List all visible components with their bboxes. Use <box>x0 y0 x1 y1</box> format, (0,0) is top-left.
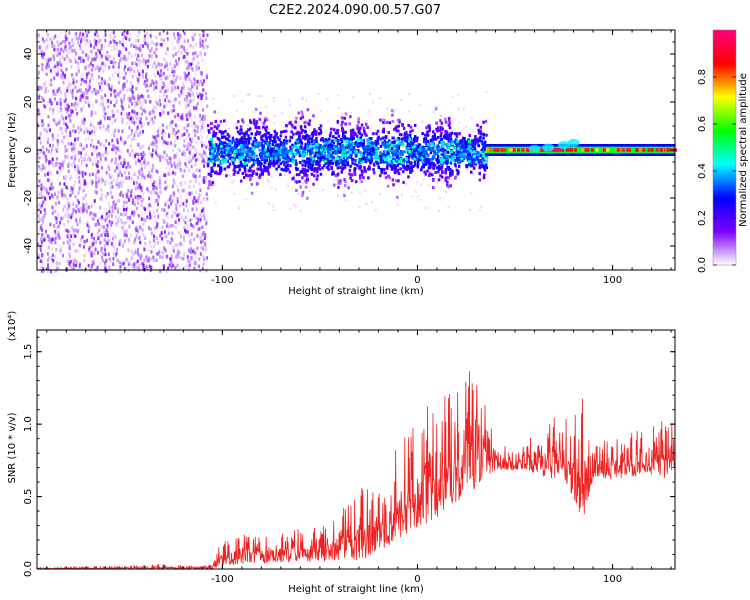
spectrogram-x-tick-label: -100 <box>211 275 234 286</box>
spectrogram-y-tick-label: -20 <box>23 190 34 206</box>
snr-x-axis-label: Height of straight line (km) <box>288 584 424 595</box>
colorbar-gradient <box>713 30 736 265</box>
clean-signal-band <box>485 146 675 154</box>
snr-scale-label: (x10⁴) <box>7 311 18 342</box>
snr-y-tick-label: 1.5 <box>23 344 34 360</box>
spectrogram-y-axis-label: Frequency (Hz) <box>7 112 18 188</box>
snr-x-tick-label: -100 <box>211 574 234 585</box>
colorbar: 0.0 0.2 0.4 0.6 0.8 <box>697 29 737 273</box>
snr-frame <box>36 329 676 570</box>
spectrogram-y-tick-label: -40 <box>23 238 34 254</box>
snr-y-tick-label: 1.0 <box>23 416 34 432</box>
figure-title: C2E2.2024.090.00.57.G07 <box>269 3 441 18</box>
spectrogram-y-tick-label: 20 <box>23 96 34 109</box>
colorbar-tick-label: 0.6 <box>697 116 708 132</box>
spectrogram-x-tick-label: 0 <box>414 275 420 286</box>
snr-y-tick-label: 0.5 <box>23 489 34 505</box>
snr-panel: -100 0 100 0.0 0.5 1.0 1.5 <box>23 329 676 585</box>
colorbar-tick-label: 0.4 <box>697 163 708 179</box>
colorbar-tick-label: 0.2 <box>697 210 708 226</box>
snr-x-tick-label: 100 <box>603 574 622 585</box>
snr-x-tick-label: 0 <box>414 574 420 585</box>
snr-y-tick-label: 0.0 <box>23 561 34 577</box>
colorbar-frame <box>712 29 737 266</box>
colorbar-tick-label: 0.0 <box>697 257 708 273</box>
snr-series-line <box>37 371 676 571</box>
colorbar-label: Normalized spectral amplitude <box>738 73 749 227</box>
spectrogram-x-axis-label: Height of straight line (km) <box>288 286 424 297</box>
colorbar-tick-label: 0.8 <box>697 69 708 85</box>
snr-y-axis-label: SNR (10 * v/v) <box>7 412 18 483</box>
spectrogram-y-tick-label: 0 <box>23 147 34 153</box>
spectrogram-y-tick-label: 40 <box>23 48 34 61</box>
spectrogram-panel: -100 0 100 -40 -20 0 20 40 <box>23 29 677 286</box>
spectrogram-x-tick-label: 100 <box>603 275 622 286</box>
snr-background <box>37 330 675 569</box>
